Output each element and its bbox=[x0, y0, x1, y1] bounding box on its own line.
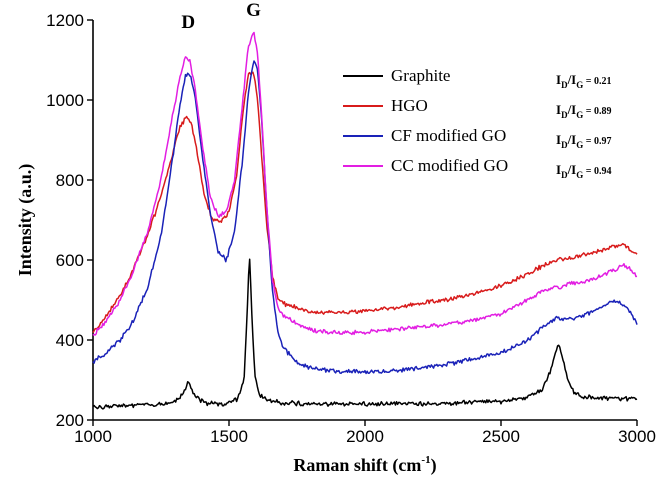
ratio-g-subscript: G bbox=[576, 140, 583, 150]
x-tick-label: 2500 bbox=[482, 427, 520, 446]
legend-label: Graphite bbox=[391, 66, 450, 85]
ratio-d-subscript: D bbox=[561, 170, 568, 180]
x-tick-label: 3000 bbox=[618, 427, 656, 446]
ratio-g-subscript: G bbox=[576, 80, 583, 90]
series-line-hgo bbox=[92, 71, 638, 333]
ratio-label: ID/IG = 0.97 bbox=[556, 132, 611, 150]
x-axis-title: Raman shift (cm-1) bbox=[293, 454, 436, 476]
ratio-d-subscript: D bbox=[561, 110, 568, 120]
x-tick-label: 1500 bbox=[210, 427, 248, 446]
legend-label: CF modified GO bbox=[391, 126, 506, 145]
x-axis-title-suffix: ) bbox=[431, 455, 437, 476]
ratio-i: I bbox=[556, 72, 561, 87]
axis-ticks: 1000 1500 2000 2500 3000 200 400 600 800 1000 1200 bbox=[46, 11, 656, 446]
x-axis-title-main: Raman shift (cm bbox=[293, 455, 421, 476]
y-tick-label: 200 bbox=[56, 411, 84, 430]
series-lines bbox=[92, 31, 638, 410]
x-tick-label: 2000 bbox=[346, 427, 384, 446]
y-tick-label: 1000 bbox=[46, 91, 84, 110]
ratio-label: ID/IG = 0.94 bbox=[556, 162, 611, 180]
y-axis-title: Intensity (a.u.) bbox=[15, 164, 36, 277]
series-line-graphite bbox=[92, 258, 638, 410]
ratio-d-subscript: D bbox=[561, 140, 568, 150]
ratio-value: = 0.89 bbox=[583, 106, 611, 117]
peak-label-g: G bbox=[246, 0, 261, 21]
y-tick-label: 400 bbox=[56, 331, 84, 350]
y-tick-label: 1200 bbox=[46, 11, 84, 30]
series-line-cc-modified-go bbox=[92, 31, 638, 336]
legend-label: CC modified GO bbox=[391, 156, 508, 175]
x-tick-label: 1000 bbox=[74, 427, 112, 446]
y-tick-label: 800 bbox=[56, 171, 84, 190]
ratio-label: ID/IG = 0.89 bbox=[556, 102, 611, 120]
ratio-value: = 0.97 bbox=[583, 136, 611, 147]
ratio-value: = 0.94 bbox=[583, 166, 611, 177]
legend-label: HGO bbox=[391, 96, 428, 115]
ratio-value: = 0.21 bbox=[583, 76, 611, 87]
ratio-slash-i: /I bbox=[567, 132, 577, 147]
ratio-d-subscript: D bbox=[561, 80, 568, 90]
y-tick-label: 600 bbox=[56, 251, 84, 270]
ratio-g-subscript: G bbox=[576, 170, 583, 180]
ratio-label: ID/IG = 0.21 bbox=[556, 72, 611, 90]
peak-label-d: D bbox=[181, 12, 195, 33]
series-line-cf-modified-go bbox=[92, 60, 638, 375]
ratio-i: I bbox=[556, 162, 561, 177]
ratio-slash-i: /I bbox=[567, 72, 577, 87]
ratio-slash-i: /I bbox=[567, 102, 577, 117]
ratio-g-subscript: G bbox=[576, 110, 583, 120]
ratio-i: I bbox=[556, 102, 561, 117]
ratio-slash-i: /I bbox=[567, 162, 577, 177]
ratio-i: I bbox=[556, 132, 561, 147]
x-axis-title-superscript: -1 bbox=[421, 454, 430, 466]
